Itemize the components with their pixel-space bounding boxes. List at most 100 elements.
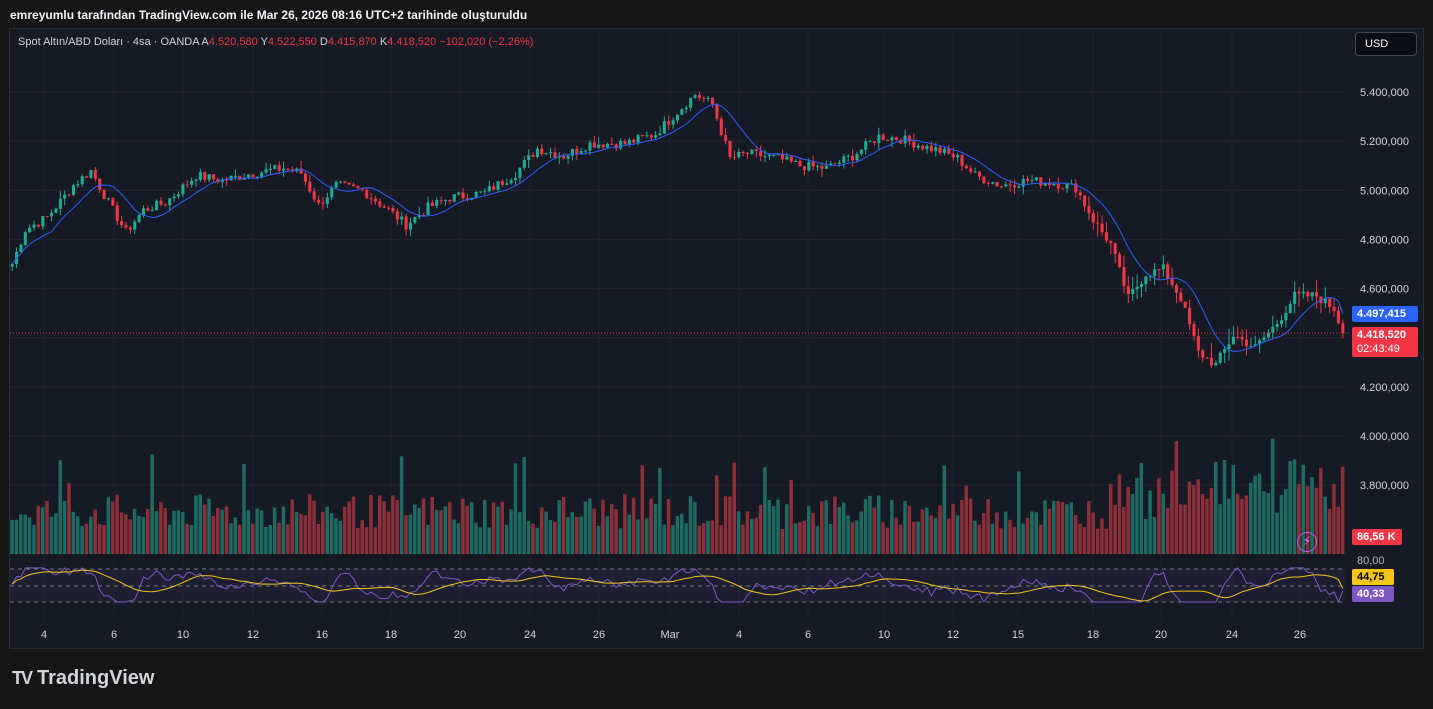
symbol-label[interactable]: Spot Altın/ABD Doları · 4sa · OANDA bbox=[18, 36, 199, 48]
candle-body bbox=[592, 142, 596, 148]
volume-bar bbox=[1073, 514, 1078, 554]
volume-bar bbox=[198, 494, 203, 554]
candle-body bbox=[264, 169, 268, 173]
candle-body bbox=[312, 191, 316, 200]
candle-body bbox=[973, 171, 977, 173]
candle-body bbox=[820, 165, 824, 169]
volume-bar bbox=[938, 505, 942, 554]
candle-body bbox=[715, 104, 719, 119]
candle-body bbox=[610, 143, 614, 145]
candle-body bbox=[894, 137, 898, 141]
candle-body bbox=[737, 151, 741, 158]
volume-bar bbox=[1231, 465, 1235, 554]
price-axis-tick: 4.800,000 bbox=[1360, 234, 1409, 246]
time-axis-tick: 4 bbox=[41, 629, 47, 641]
candle-body bbox=[977, 171, 982, 177]
volume-bar bbox=[1209, 488, 1214, 554]
tradingview-logo[interactable]: TV TradingView bbox=[12, 667, 154, 690]
candle-body bbox=[1310, 292, 1314, 297]
candle-body bbox=[724, 135, 728, 141]
candle-body bbox=[781, 154, 785, 160]
volume-bar bbox=[224, 506, 229, 554]
candle-body bbox=[19, 244, 23, 252]
lightning-icon[interactable]: ⚡ bbox=[1297, 532, 1317, 552]
candle-body bbox=[303, 173, 307, 182]
volume-bar bbox=[229, 523, 233, 554]
volume-bar bbox=[58, 460, 62, 554]
volume-bar bbox=[369, 494, 373, 554]
volume-bar bbox=[679, 513, 684, 554]
candle-body bbox=[1157, 269, 1161, 271]
candle-body bbox=[934, 147, 938, 152]
candle-body bbox=[155, 200, 159, 211]
volume-bar bbox=[855, 520, 859, 554]
candle-body bbox=[146, 208, 150, 211]
candle-body bbox=[859, 149, 863, 154]
volume-bar bbox=[281, 506, 286, 554]
volume-bar bbox=[868, 495, 872, 554]
volume-bar bbox=[1021, 523, 1025, 554]
volume-bar bbox=[785, 504, 789, 554]
volume-bar bbox=[500, 501, 505, 554]
volume-bar bbox=[872, 507, 877, 554]
candle-body bbox=[435, 199, 439, 206]
volume-bar bbox=[968, 498, 973, 554]
volume-bar bbox=[1113, 504, 1117, 554]
candle-body bbox=[601, 144, 605, 148]
candle-body bbox=[1214, 362, 1218, 366]
volume-bar bbox=[522, 457, 526, 554]
volume-bar bbox=[391, 495, 395, 554]
candle-body bbox=[461, 192, 465, 199]
candle-body bbox=[1323, 298, 1327, 304]
currency-button[interactable]: USD bbox=[1355, 32, 1417, 56]
volume-bar bbox=[1200, 493, 1205, 554]
candle-body bbox=[535, 148, 539, 157]
candle-body bbox=[387, 207, 391, 209]
volume-bar bbox=[767, 499, 772, 554]
countdown-value: 02:43:49 bbox=[1357, 343, 1400, 355]
volume-bar bbox=[1003, 511, 1008, 554]
volume-bar bbox=[1174, 441, 1179, 554]
volume-bar bbox=[750, 518, 754, 554]
candle-body bbox=[176, 194, 181, 197]
volume-bar bbox=[216, 508, 220, 554]
volume-bar bbox=[1012, 526, 1017, 554]
volume-bar bbox=[1130, 493, 1135, 554]
volume-bar bbox=[526, 520, 531, 554]
volume-bar bbox=[167, 524, 172, 554]
volume-bar bbox=[1279, 494, 1284, 554]
candle-body bbox=[198, 172, 202, 180]
volume-bar bbox=[715, 475, 719, 554]
candle-body bbox=[732, 156, 736, 158]
candle-body bbox=[1336, 310, 1340, 324]
candle-body bbox=[693, 95, 697, 98]
ohlc-legend: Spot Altın/ABD Doları · 4sa · OANDA A4.5… bbox=[18, 36, 533, 48]
candle-body bbox=[181, 184, 185, 195]
volume-bar bbox=[1244, 495, 1249, 554]
candle-body bbox=[496, 181, 500, 190]
volume-bar bbox=[1069, 502, 1074, 554]
volume-bar bbox=[154, 511, 159, 554]
candle-body bbox=[1043, 183, 1047, 186]
volume-bar bbox=[815, 526, 820, 554]
volume-bar bbox=[1288, 461, 1292, 554]
volume-bar bbox=[671, 525, 675, 554]
candle-body bbox=[128, 227, 132, 230]
candle-body bbox=[706, 97, 710, 99]
volume-bar bbox=[907, 505, 912, 554]
volume-bar bbox=[1305, 485, 1310, 554]
volume-bar bbox=[338, 520, 343, 554]
price-axis: 5.400,000 5.200,000 5.000,000 4.800,000 4.60… bbox=[1360, 87, 1409, 492]
volume-bar bbox=[456, 523, 461, 554]
candle-body bbox=[619, 141, 623, 149]
volume-bar bbox=[448, 502, 452, 554]
candle-body bbox=[566, 155, 570, 159]
volume-bar bbox=[675, 516, 680, 554]
candle-body bbox=[98, 178, 102, 190]
volume-bar bbox=[325, 506, 329, 554]
volume-bar bbox=[592, 508, 596, 554]
volume-bar bbox=[307, 494, 312, 554]
candle-body bbox=[430, 202, 434, 206]
volume-bar bbox=[798, 522, 802, 554]
